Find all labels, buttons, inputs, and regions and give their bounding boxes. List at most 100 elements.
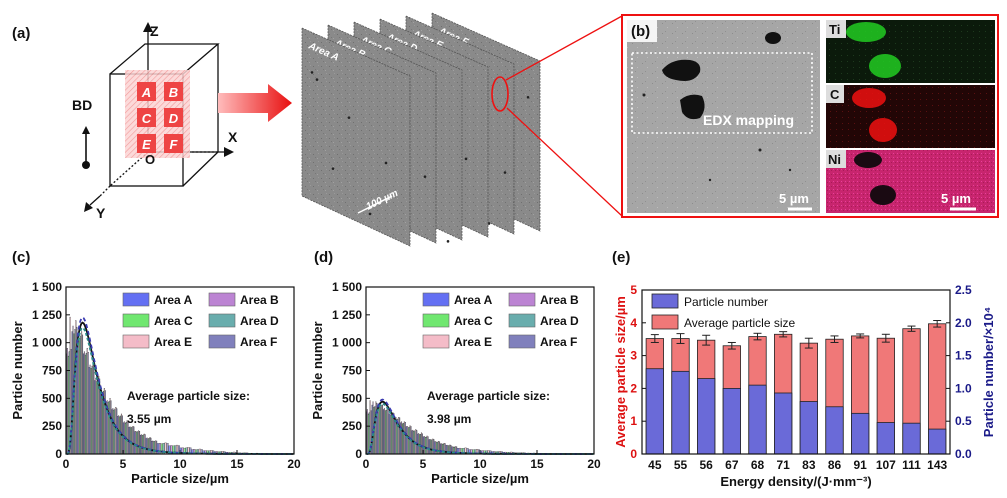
- chart-e-ytick-label: 3: [630, 349, 637, 363]
- chart-c-bar: [116, 408, 118, 455]
- chart-d-legend-swatch: [422, 292, 450, 307]
- chart-d-legend-label: Area E: [454, 335, 492, 349]
- chart-c-legend-swatch: [122, 334, 150, 349]
- chart-d-legend-label: Area A: [454, 293, 493, 307]
- chart-e-xtick-label: 86: [828, 458, 842, 472]
- chart-c-legend-label: Area E: [154, 335, 192, 349]
- sem-particle: [310, 71, 314, 74]
- sem-particle: [368, 212, 372, 216]
- chart-d-xtick-label: 5: [420, 457, 427, 471]
- chart-c-bar: [151, 441, 153, 455]
- chart-c-bar: [156, 440, 158, 455]
- chart-c-bar: [152, 440, 154, 455]
- chart-d-bar: [390, 414, 392, 455]
- chart-c-legend-swatch: [208, 334, 236, 349]
- chart-c-bar: [91, 365, 93, 455]
- chart-d-ytick-label: 1 500: [332, 280, 362, 294]
- axis-x-label: X: [228, 129, 238, 145]
- chart-e-xtick-label: 143: [927, 458, 947, 472]
- chart-c-bar: [96, 381, 98, 455]
- chart-c-bar: [134, 431, 136, 455]
- chart-c-bar: [82, 353, 84, 455]
- chart-e-ytick-label: 0: [630, 447, 637, 461]
- chart-e-bar-particle-number: [851, 412, 870, 455]
- chart-c-bar: [115, 407, 117, 455]
- chart-d-bar: [419, 434, 422, 455]
- chart-c-bar: [110, 400, 112, 455]
- edx-mapping-label: EDX mapping: [703, 112, 794, 128]
- chart-c-bar: [88, 367, 90, 455]
- chart-d-bar: [383, 408, 385, 455]
- sem-particle: [347, 116, 351, 119]
- sem-particle: [423, 175, 427, 178]
- chart-d-xtick-label: 20: [587, 457, 601, 471]
- chart-c-bar: [90, 368, 92, 455]
- chart-e-bar-particle-number: [722, 387, 741, 455]
- chart-c-bar: [101, 389, 103, 455]
- chart-e-y2tick-label: 0.5: [955, 414, 972, 428]
- chart-d-legend-label: Area F: [540, 335, 577, 349]
- chart-c-xtick-label: 10: [173, 457, 187, 471]
- chart-e-xlabel: Energy density/(J·mm⁻³): [720, 474, 871, 489]
- chart-c-annotation: Average particle size:: [127, 389, 250, 403]
- chart-d-ytick-label: 750: [342, 364, 362, 378]
- chart-c-xtick-label: 15: [230, 457, 244, 471]
- chart-c-bar: [71, 331, 73, 455]
- chart-c-bar: [114, 408, 116, 455]
- chart-e-xtick-label: 67: [725, 458, 739, 472]
- chart-e-ytick-label: 5: [630, 283, 637, 297]
- chart-e-bar-particle-number: [697, 378, 716, 455]
- chart-e-legend-swatch: [651, 293, 679, 309]
- chart-e-ytick-label: 1: [630, 414, 637, 428]
- chart-c-bar: [108, 400, 110, 455]
- chart-d-bar: [438, 441, 440, 455]
- chart-c: 0 250 500 750 1 000 1 250 1 500 0 5 10 15 20 Particl…: [10, 280, 301, 486]
- chart-c-bar: [68, 351, 70, 455]
- chart-d-bar: [435, 441, 437, 455]
- cube-area-e: E: [142, 137, 151, 152]
- chart-c-bar: [82, 334, 84, 455]
- chart-e-xtick-label: 107: [876, 458, 896, 472]
- chart-c-ylabel: Particle number: [10, 321, 25, 419]
- chart-d-bar: [427, 436, 429, 455]
- chart-e-plot-frame: [641, 289, 951, 455]
- chart-e-ytick-label: 2: [630, 381, 637, 395]
- chart-c-xtick-label: 0: [63, 457, 70, 471]
- chart-e-bar-particle-number: [876, 422, 895, 455]
- chart-d-bar: [438, 441, 441, 455]
- chart-d-legend-swatch: [508, 334, 536, 349]
- chart-c-ytick-label: 1 250: [32, 308, 62, 322]
- chart-c-bar: [112, 408, 114, 455]
- chart-d-bar: [424, 437, 426, 455]
- sem-particle: [503, 171, 507, 174]
- chart-d-bar: [403, 421, 405, 455]
- origin-label: O: [145, 152, 155, 167]
- chart-c-xtick-label: 20: [287, 457, 301, 471]
- chart-c-bar: [147, 438, 149, 455]
- chart-c-bar: [138, 430, 140, 455]
- chart-c-bar: [127, 421, 129, 455]
- chart-d-bar: [386, 408, 388, 455]
- chart-c-bar: [148, 438, 150, 455]
- bd-label: BD: [72, 97, 92, 113]
- chart-d-xlabel: Particle size/µm: [431, 471, 529, 486]
- chart-c-ytick-label: 500: [42, 391, 62, 405]
- panel-label-d: (d): [314, 249, 333, 266]
- chart-d-bar: [411, 430, 413, 455]
- chart-c-bar: [89, 364, 91, 455]
- ni-label: Ni: [828, 152, 841, 167]
- sem-particle: [315, 78, 319, 81]
- chart-c-legend-label: Area C: [154, 314, 193, 328]
- sem-scale-label: 5 µm: [779, 191, 809, 206]
- chart-d-bar: [436, 441, 438, 455]
- chart-d-ytick-label: 1 000: [332, 336, 362, 350]
- chart-c-bar: [149, 437, 151, 455]
- chart-d-bar: [432, 438, 434, 455]
- chart-d-bar: [440, 443, 442, 455]
- chart-d-legend-swatch: [422, 334, 450, 349]
- chart-d-legend-swatch: [508, 292, 536, 307]
- chart-d-bar: [381, 404, 383, 455]
- chart-c-ytick-label: 1 000: [32, 336, 62, 350]
- sem-particle: [446, 240, 450, 243]
- chart-c-bar: [86, 348, 88, 455]
